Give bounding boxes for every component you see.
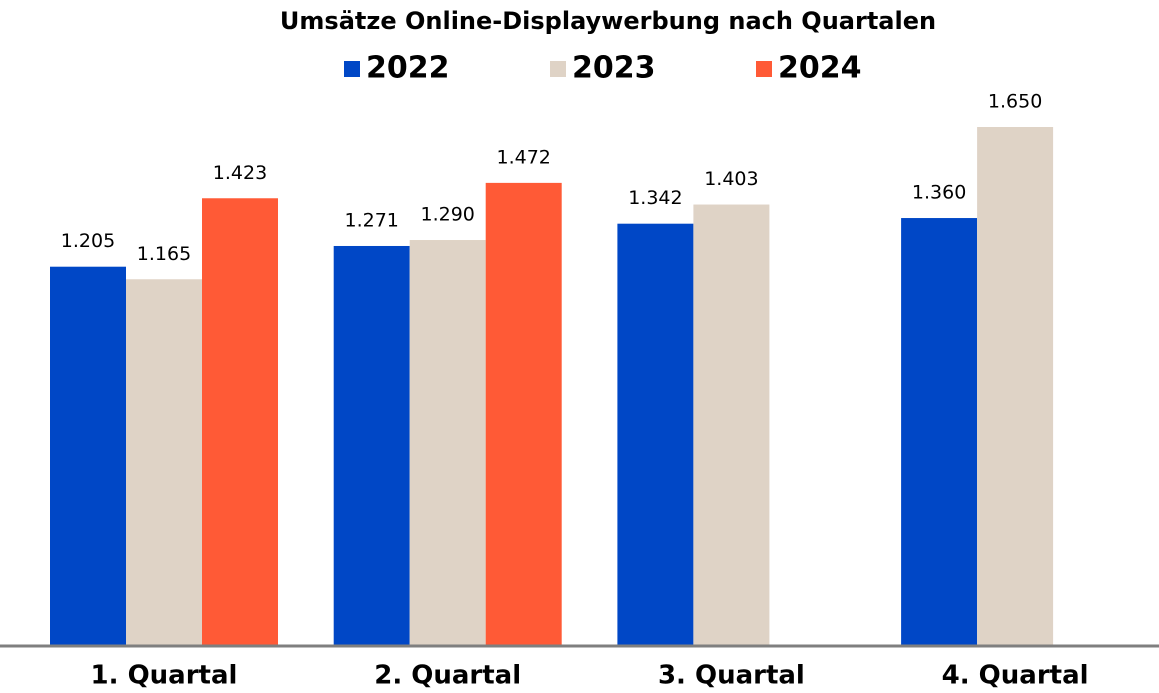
value-label: 1.290 <box>420 204 474 226</box>
bar <box>50 266 126 645</box>
legend-label: 2023 <box>572 51 656 86</box>
x-tick-label: 1. Quartal <box>91 661 238 691</box>
bar <box>126 279 202 645</box>
bar <box>333 245 410 645</box>
value-label: 1.342 <box>628 187 682 209</box>
bar <box>977 127 1054 645</box>
x-tick-label: 4. Quartal <box>942 661 1089 691</box>
value-label: 1.205 <box>61 230 115 252</box>
chart-title: Umsätze Online-Displaywerbung nach Quart… <box>280 7 936 35</box>
value-label: 1.271 <box>344 209 398 231</box>
bar <box>409 240 486 645</box>
legend-swatch <box>756 61 772 77</box>
bar <box>617 223 694 645</box>
bar <box>202 198 278 646</box>
value-label: 1.403 <box>704 168 758 190</box>
value-label: 1.472 <box>496 146 550 168</box>
legend-label: 2024 <box>778 51 862 86</box>
value-label: 1.423 <box>213 162 267 184</box>
legend-label: 2022 <box>366 51 450 86</box>
value-label: 1.360 <box>912 182 966 204</box>
x-tick-label: 3. Quartal <box>658 661 805 691</box>
bar <box>693 204 770 645</box>
value-label: 1.165 <box>137 243 191 265</box>
legend-swatch <box>550 61 566 77</box>
bar <box>485 182 562 645</box>
legend-swatch <box>344 61 360 77</box>
x-tick-label: 2. Quartal <box>374 661 521 691</box>
value-label: 1.650 <box>988 91 1042 113</box>
bar <box>901 218 978 645</box>
